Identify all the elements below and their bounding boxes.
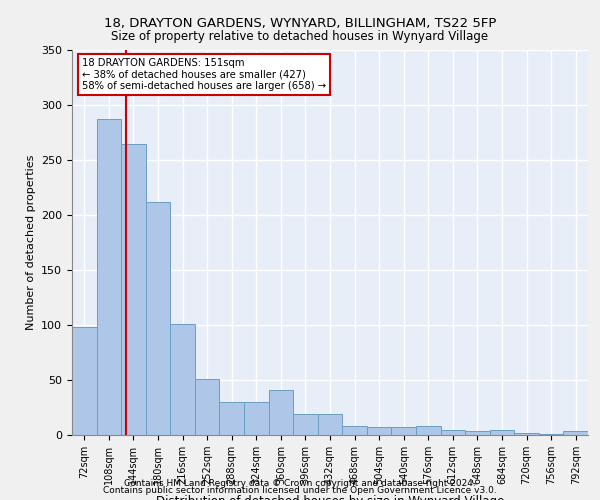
Y-axis label: Number of detached properties: Number of detached properties bbox=[26, 155, 35, 330]
Bar bbox=[391, 428, 416, 435]
Bar bbox=[72, 327, 97, 435]
Bar bbox=[220, 402, 244, 435]
Bar bbox=[416, 426, 440, 435]
Text: 18 DRAYTON GARDENS: 151sqm
← 38% of detached houses are smaller (427)
58% of sem: 18 DRAYTON GARDENS: 151sqm ← 38% of deta… bbox=[82, 58, 326, 91]
Bar bbox=[97, 120, 121, 435]
Bar bbox=[195, 379, 220, 435]
Bar bbox=[440, 430, 465, 435]
Bar bbox=[342, 426, 367, 435]
Bar bbox=[539, 434, 563, 435]
Bar bbox=[367, 428, 391, 435]
Text: Size of property relative to detached houses in Wynyard Village: Size of property relative to detached ho… bbox=[112, 30, 488, 43]
Bar bbox=[490, 430, 514, 435]
Bar bbox=[170, 324, 195, 435]
Bar bbox=[244, 402, 269, 435]
Text: Contains HM Land Registry data © Crown copyright and database right 2024.: Contains HM Land Registry data © Crown c… bbox=[124, 478, 476, 488]
Bar bbox=[318, 414, 342, 435]
Bar bbox=[563, 430, 588, 435]
Bar bbox=[514, 433, 539, 435]
Bar bbox=[293, 414, 318, 435]
Bar bbox=[465, 430, 490, 435]
Bar bbox=[269, 390, 293, 435]
Text: Contains public sector information licensed under the Open Government Licence v3: Contains public sector information licen… bbox=[103, 486, 497, 495]
Bar bbox=[121, 144, 146, 435]
X-axis label: Distribution of detached houses by size in Wynyard Village: Distribution of detached houses by size … bbox=[156, 496, 504, 500]
Bar bbox=[146, 202, 170, 435]
Text: 18, DRAYTON GARDENS, WYNYARD, BILLINGHAM, TS22 5FP: 18, DRAYTON GARDENS, WYNYARD, BILLINGHAM… bbox=[104, 18, 496, 30]
